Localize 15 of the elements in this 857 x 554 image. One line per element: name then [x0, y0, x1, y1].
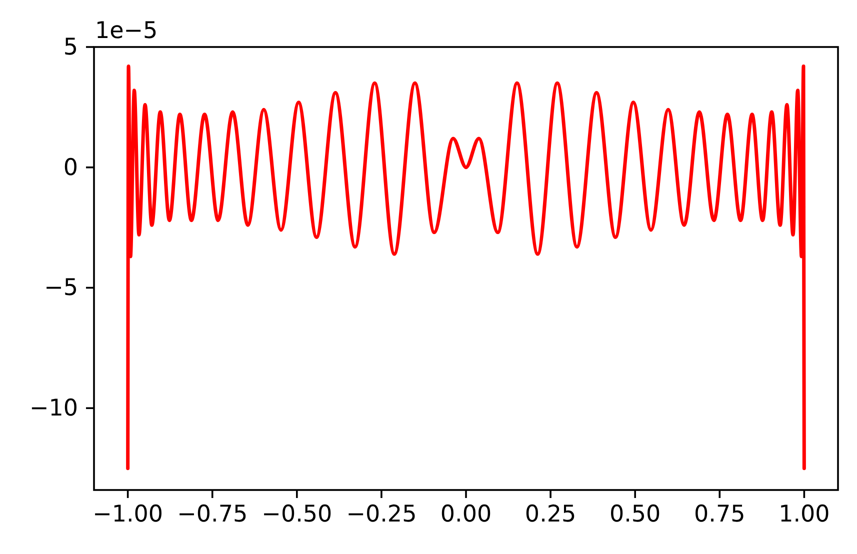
x-tick-label: 0.25 [524, 501, 576, 528]
y-tick-label: −10 [29, 396, 78, 422]
x-tick-label: −0.75 [177, 501, 248, 528]
x-tick-label: 0.50 [609, 501, 661, 528]
x-tick-label: 0.75 [694, 501, 746, 528]
line-series [126, 64, 806, 470]
y-tick-label: −5 [44, 275, 78, 302]
y-tick-label: 0 [63, 154, 78, 181]
x-tick-label: −0.50 [262, 501, 332, 528]
x-tick-label: −1.00 [92, 501, 164, 528]
x-tick-label: 0.00 [440, 501, 492, 528]
text: 1e−5 [95, 18, 158, 44]
x-tick-label: 1.00 [778, 501, 830, 528]
y-tick-label: 5 [63, 34, 78, 60]
x-tick-label: −0.25 [346, 501, 417, 528]
